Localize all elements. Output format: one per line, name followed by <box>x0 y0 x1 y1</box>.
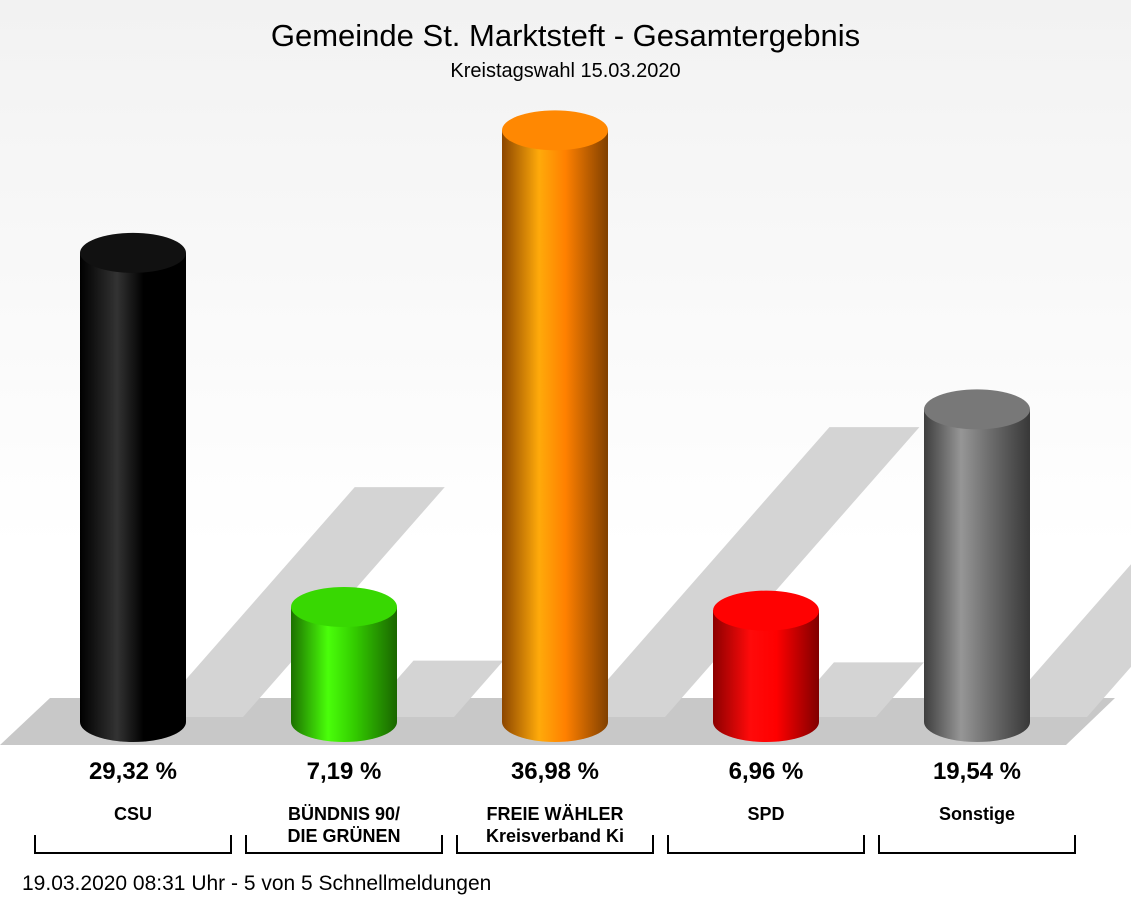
bar <box>80 252 186 742</box>
bar-shadow <box>575 427 920 717</box>
value-label: 29,32 % <box>88 758 178 785</box>
footer: 19.03.2020 08:31 Uhr - 5 von 5 Schnellme… <box>22 872 492 895</box>
bar-cap <box>713 590 819 631</box>
chart-subtitle: Kreistagswahl 15.03.2020 <box>450 60 681 82</box>
bar <box>713 610 819 742</box>
category-label: BÜNDNIS 90/ DIE GRÜNEN <box>287 804 401 846</box>
category-label: SPD <box>747 804 785 824</box>
chart-title: Gemeinde St. Marktsteft - Gesamtergebnis <box>270 18 861 53</box>
category-label: FREIE WÄHLER Kreisverband Ki <box>485 804 625 846</box>
bar-cap <box>502 110 608 151</box>
bar-shadow <box>786 662 924 717</box>
bar-cap <box>80 232 186 273</box>
category-label: CSU <box>113 804 152 824</box>
value-label: 7,19 % <box>306 758 382 785</box>
bar <box>291 606 397 742</box>
bar-cap <box>924 389 1030 430</box>
bracket <box>667 835 865 854</box>
bracket <box>34 835 232 854</box>
bracket <box>456 835 654 854</box>
bracket <box>245 835 443 854</box>
value-label: 36,98 % <box>510 758 600 785</box>
bar-shadow <box>997 564 1131 717</box>
category-label: Sonstige <box>938 804 1015 824</box>
bracket <box>878 835 1076 854</box>
bar-shadow <box>364 660 504 717</box>
bar <box>924 409 1030 742</box>
bar <box>502 130 608 742</box>
value-label: 19,54 % <box>932 758 1022 785</box>
value-label: 6,96 % <box>728 758 804 785</box>
bar-cap <box>291 586 397 627</box>
